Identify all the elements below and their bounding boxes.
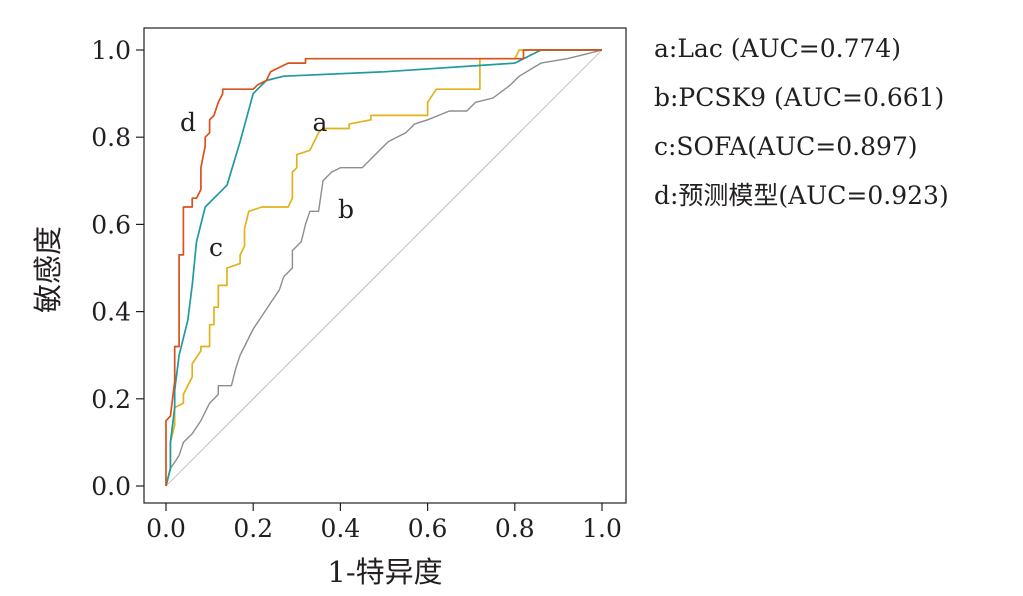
y-tick-label: 0.6 <box>91 210 131 239</box>
x-tick-label: 0.4 <box>321 514 361 543</box>
roc-curve-a <box>165 49 602 487</box>
curve-label-a: a <box>313 108 328 137</box>
y-tick-label: 0.8 <box>91 123 131 152</box>
curve-label-b: b <box>338 195 354 224</box>
reference-diagonal <box>165 49 603 487</box>
curve-label-c: c <box>209 233 223 262</box>
legend-entry-c: c:SOFA(AUC=0.897) <box>654 132 918 161</box>
x-axis-title: 1-特异度 <box>327 555 442 589</box>
x-tick-label: 0.0 <box>146 514 186 543</box>
x-tick-label: 0.2 <box>233 514 273 543</box>
x-tick-label: 1.0 <box>582 514 622 543</box>
y-tick-label: 1.0 <box>91 36 131 65</box>
roc-curve-b <box>165 49 603 487</box>
y-tick-label: 0.0 <box>91 472 131 501</box>
plot-area: 0.0 0.2 0.4 0.6 0.8 1.0 0.0 0.2 0.4 0.6 0.8 1.0 1-特异… <box>31 27 627 589</box>
roc-curve-d <box>165 49 602 486</box>
legend-entry-a: a:Lac (AUC=0.774) <box>654 34 901 63</box>
curve-label-d: d <box>180 108 196 137</box>
y-tick-label: 0.4 <box>91 298 131 327</box>
y-tick-label: 0.2 <box>91 385 131 414</box>
plot-frame <box>143 27 627 504</box>
y-axis-title: 敏感度 <box>31 226 65 313</box>
x-tick-label: 0.8 <box>495 514 535 543</box>
legend-entry-d: d:预测模型(AUC=0.923) <box>654 181 949 210</box>
legend-entry-b: b:PCSK9 (AUC=0.661) <box>654 83 944 112</box>
x-tick-label: 0.6 <box>408 514 448 543</box>
legend: a:Lac (AUC=0.774) b:PCSK9 (AUC=0.661) c:SO… <box>654 34 949 210</box>
roc-curve-c <box>165 49 602 487</box>
